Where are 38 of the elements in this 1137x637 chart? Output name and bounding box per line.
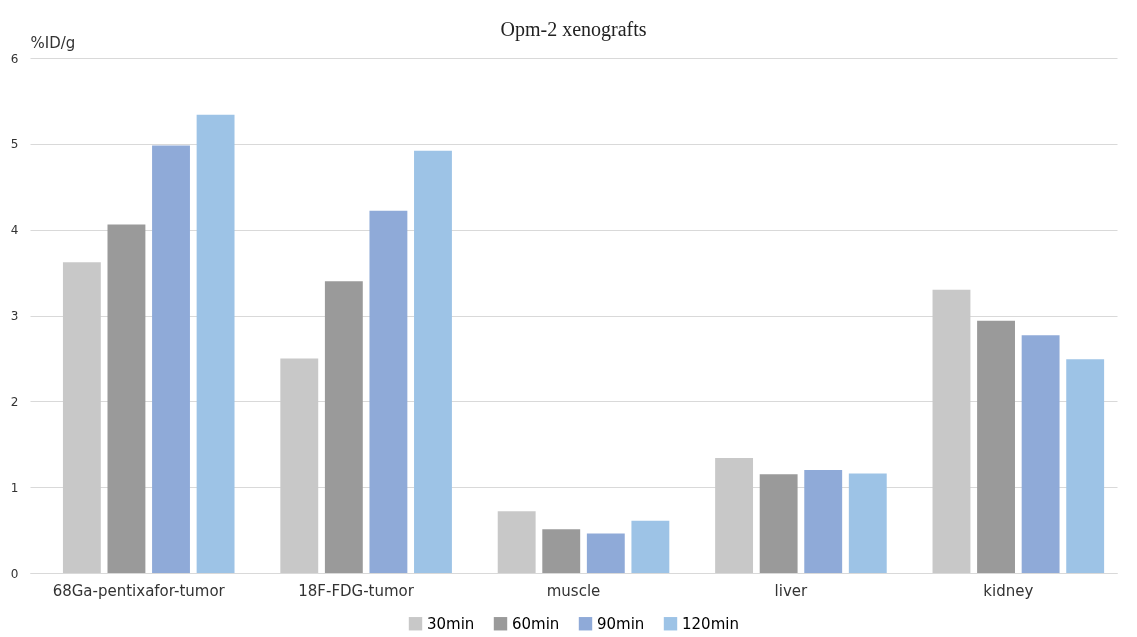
legend-label: 90min: [597, 614, 645, 633]
bar: [107, 224, 146, 573]
legend-label: 120min: [682, 614, 739, 633]
bar: [586, 533, 625, 573]
x-tick-label: liver: [774, 581, 809, 600]
bar: [369, 210, 408, 573]
legend-label: 60min: [512, 614, 560, 633]
y-tick-label: 3: [10, 309, 19, 323]
bar: [62, 262, 101, 573]
bar: [804, 470, 843, 573]
y-tick-label: 6: [10, 51, 19, 66]
bar: [715, 457, 754, 573]
x-tick-label: kidney: [983, 581, 1034, 600]
y-tick-label: 4: [10, 223, 19, 238]
x-tick-label: muscle: [546, 581, 601, 600]
bar: [759, 474, 798, 573]
y-tick-label: 2: [10, 394, 19, 409]
bar: [542, 529, 581, 573]
bar: [848, 473, 887, 573]
bar: [977, 320, 1015, 573]
bar: [497, 511, 536, 573]
bar: [1021, 335, 1060, 573]
bar: [1066, 359, 1105, 573]
x-tick-label: 68Ga-pentixafor-tumor: [52, 581, 226, 600]
y-tick-label: 0: [10, 566, 19, 581]
bar: [414, 150, 452, 573]
bar: [152, 145, 190, 573]
bar: [280, 358, 319, 573]
bar: [324, 281, 363, 573]
x-tick-label: 18F-FDG-tumor: [298, 581, 415, 600]
chart-title: Opm-2 xenografts: [500, 18, 647, 41]
bar: [196, 114, 235, 573]
y-tick-label: 5: [10, 137, 19, 152]
y-axis-title: %ID/g: [30, 33, 76, 52]
y-tick-label: 1: [10, 480, 19, 495]
legend-label: 30min: [427, 614, 475, 633]
bar: [932, 289, 971, 573]
bar: [631, 520, 670, 573]
